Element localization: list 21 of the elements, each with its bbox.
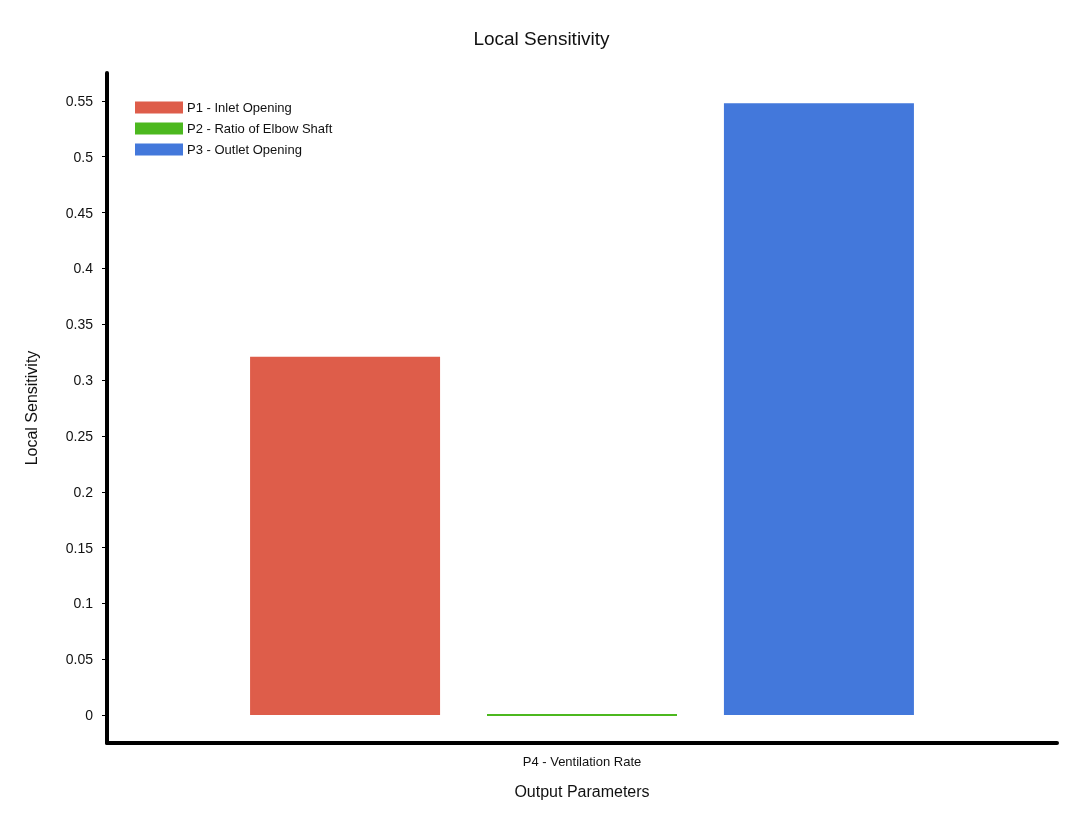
y-tick-label: 0.05 [65, 651, 94, 668]
y-tick-label: 0.2 [73, 483, 94, 500]
y-tick-label: 0.55 [65, 92, 94, 109]
y-axis-title: Local Sensitivity [22, 350, 40, 466]
chart-title: Local Sensitivity [473, 28, 611, 49]
y-tick-label: 0.15 [65, 539, 94, 556]
y-tick-label: 0.4 [73, 260, 94, 277]
bar [250, 356, 441, 716]
y-tick-label: 0.25 [65, 427, 94, 444]
y-tick-label: 0.3 [73, 372, 94, 389]
x-axis-title: Output Parameters [514, 782, 650, 800]
legend-label: P1 - Inlet Opening [187, 100, 292, 115]
y-tick-label: 0.35 [65, 316, 94, 333]
y-tick-label: 0.5 [73, 148, 94, 165]
legend-label: P3 - Outlet Opening [187, 142, 302, 157]
legend-label: P2 - Ratio of Elbow Shaft [187, 121, 333, 136]
y-tick-label: 0.1 [73, 595, 94, 612]
bar [723, 103, 914, 716]
x-tick-label: P4 - Ventilation Rate [522, 754, 642, 769]
y-tick-label: 0 [85, 707, 94, 724]
y-tick-label: 0.45 [65, 204, 94, 221]
